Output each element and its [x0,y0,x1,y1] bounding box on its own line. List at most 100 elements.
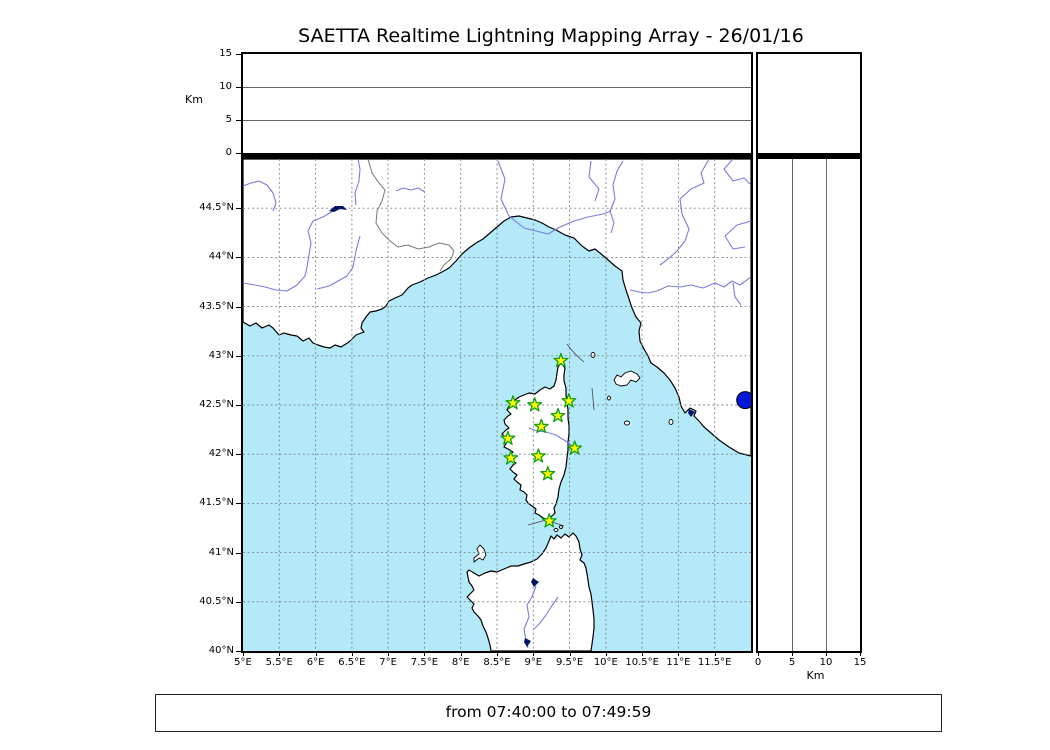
lon-tick-label: 7°E [379,657,397,668]
altitude-tickmark-right [826,651,827,656]
lon-tickmark [533,651,535,656]
lon-tick-label: 8.5°E [483,657,511,668]
altitude-gridline [243,119,751,121]
lat-tick-label: 40.5°N [199,595,234,607]
station-star-marker [567,440,583,455]
lon-tick-label: 11°E [666,657,691,668]
lon-tick-label: 6.5°E [338,657,366,668]
station-star-marker [541,513,557,528]
altitude-tickmark-right [758,651,759,656]
altitude-tick-label-top: 15 [219,48,232,59]
border-france-italy [367,159,455,272]
station-markers [500,352,583,528]
altitude-tick-label-right: 10 [819,657,833,668]
lat-tickmark [236,503,241,505]
altitude-gridline [243,86,751,88]
lon-tickmark [351,651,353,656]
altitude-tick-label-top: 5 [225,114,232,125]
altitude-tickmark-top [236,54,241,55]
station-star-marker [527,397,543,412]
lat-tick-label: 41°N [208,546,234,558]
station-star-marker [533,418,549,434]
lat-tickmark [236,208,241,210]
small-islands [473,352,674,563]
altitude-tick-label-right: 15 [853,657,867,668]
lat-tick-label: 44.5°N [199,202,234,214]
lat-tickmark [236,651,241,652]
altitude-tick-label-right: 5 [788,657,796,668]
lakes [329,206,695,647]
km-axis-label-top: Km [185,93,203,106]
altitude-tickmark-top [236,120,241,121]
altitude-tick-label-top: 0 [225,147,232,158]
station-star-marker [500,430,516,445]
lon-tick-label: 9.5°E [555,657,584,668]
station-star-marker [550,407,566,423]
graticule-grid [243,159,751,651]
lon-tickmark [497,651,498,656]
altitude-tickmark-right [860,651,861,656]
lon-tick-label: 10°E [593,657,618,668]
lon-tickmark [605,651,607,656]
altitude-latitude-panel [756,157,862,653]
lon-tick-label: 5°E [234,657,252,668]
lat-tickmark [236,405,241,406]
lat-tick-label: 42°N [208,448,234,460]
altitude-gridline [825,159,827,651]
lat-tickmark [236,306,241,308]
lon-tickmark [315,651,317,656]
island-sardinia [466,532,595,651]
station-star-marker [553,352,569,368]
lon-tick-label: 5.5°E [265,657,293,668]
island-corsica [501,363,570,521]
lat-tickmark [236,257,241,259]
lon-tick-label: 9°E [524,657,543,668]
altitude-longitude-panel [241,52,753,157]
lon-tick-label: 11.5°E [697,657,732,668]
station-star-marker [503,450,519,465]
km-axis-label-right: Km [806,669,825,682]
altitude-tickmark-top [236,153,241,154]
lon-tick-label: 10.5°E [625,657,659,668]
station-star-marker [530,448,546,463]
lat-tickmark [236,355,241,357]
page-title: SAETTA Realtime Lightning Mapping Array … [298,25,804,47]
lat-tick-label: 43°N [208,349,234,361]
lon-tick-label: 6°E [306,657,325,668]
lat-tick-label: 42.5°N [199,399,234,410]
coastline-mainland [243,159,751,457]
lon-tick-label: 8°E [451,657,470,668]
time-range-text: from 07:40:00 to 07:49:59 [445,703,652,721]
lat-tick-label: 41.5°N [199,497,234,509]
lat-tickmark [236,552,241,554]
lon-tickmark [243,651,244,656]
lon-tickmark [460,651,462,656]
lat-tick-label: 44°N [208,251,234,263]
lon-tickmark [714,651,716,656]
station-star-marker [561,393,577,408]
altitude-gridline [791,159,793,651]
lon-tickmark [424,651,426,656]
lon-tickmark [642,651,644,656]
lat-tickmark [236,601,241,603]
lat-tick-label: 40°N [208,645,234,656]
altitude-tickmark-right [792,651,793,656]
altitude-tick-label-right: 0 [754,657,762,668]
station-star-marker [505,395,521,410]
lat-tick-label: 43.5°N [199,300,234,312]
lon-tickmark [279,651,281,656]
lon-tick-label: 7.5°E [410,657,439,668]
altitude-tick-label-top: 10 [219,81,232,92]
map-panel [241,157,753,653]
lat-tickmark [236,454,241,456]
lon-tickmark [388,651,390,656]
station-star-marker [540,466,556,481]
map-canvas [243,159,751,651]
lon-tickmark [569,651,571,656]
blue-marker-dot [736,391,751,410]
altitude-tickmark-top [236,87,241,88]
altitude-histogram-box [756,52,862,157]
time-range-box: from 07:40:00 to 07:49:59 [155,694,942,732]
lon-tickmark [678,651,680,656]
